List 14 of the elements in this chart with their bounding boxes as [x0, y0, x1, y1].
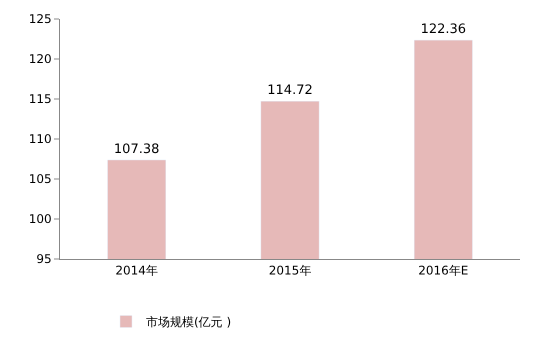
data-label: 114.72 — [267, 83, 313, 98]
x-tick-label: 2016年E — [418, 263, 468, 278]
data-label: 122.36 — [420, 22, 466, 38]
y-tick-label: 110 — [28, 132, 52, 146]
y-tick-label: 95 — [36, 252, 52, 266]
y-tick-label: 105 — [28, 172, 52, 186]
legend-label: 市场规模(亿元 ) — [146, 315, 232, 330]
y-tick-label: 125 — [28, 12, 52, 26]
y-tick-label: 115 — [28, 92, 52, 106]
y-tick-label: 100 — [28, 212, 52, 226]
x-tick-label: 2015年 — [268, 263, 312, 278]
data-label: 107.38 — [114, 142, 160, 157]
x-tick-label: 2014年 — [115, 263, 158, 278]
y-tick-label: 120 — [28, 52, 52, 66]
